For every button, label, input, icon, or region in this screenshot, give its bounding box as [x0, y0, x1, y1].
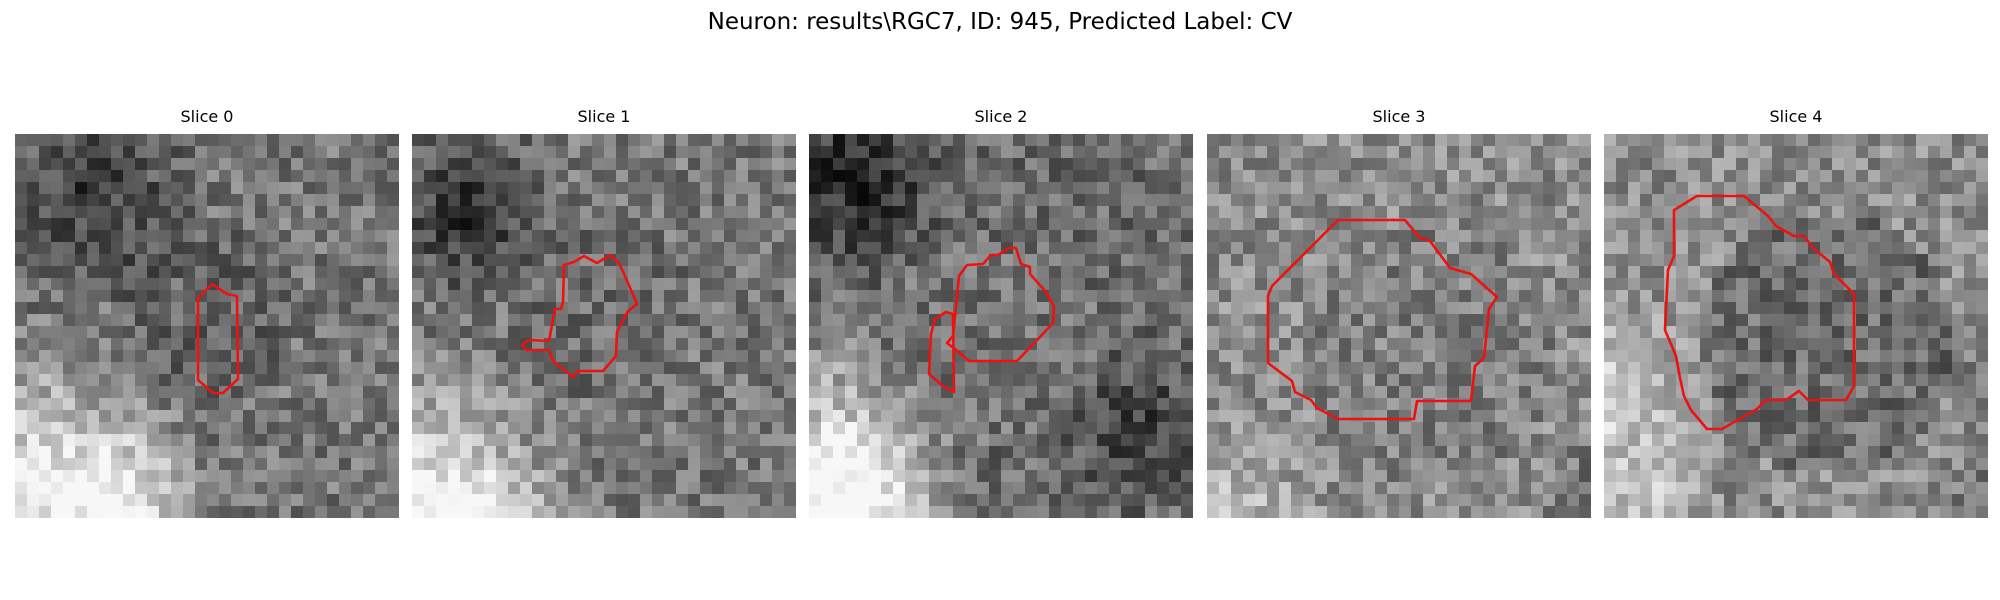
roi-contour: [1266, 218, 1499, 421]
slice-image-3: [1207, 134, 1591, 518]
roi-contour: [1663, 194, 1856, 431]
slice-panel-1: Slice 1: [412, 107, 796, 518]
figure-title: Neuron: results\RGC7, ID: 945, Predicted…: [707, 9, 1293, 35]
pixel-grid: [412, 134, 796, 518]
pixel-grid: [1207, 134, 1591, 518]
roi-contour: [520, 253, 639, 379]
roi-contour: [196, 282, 240, 395]
slice-panel-3: Slice 3: [1207, 107, 1591, 518]
pixel-grid: [15, 134, 399, 518]
slice-image-0: [15, 134, 399, 518]
slice-title: Slice 0: [180, 107, 234, 126]
slice-title: Slice 2: [974, 107, 1028, 126]
slice-panel-4: Slice 4: [1604, 107, 1988, 518]
slice-title: Slice 1: [577, 107, 631, 126]
slice-title: Slice 4: [1769, 107, 1823, 126]
roi-contour: [945, 246, 1056, 363]
slice-panel-2: Slice 2: [809, 107, 1193, 518]
pixel-grid: [1604, 134, 1988, 518]
slice-panel-0: Slice 0: [15, 107, 399, 518]
pixel-grid: [809, 134, 1193, 518]
slice-title: Slice 3: [1372, 107, 1426, 126]
slice-image-1: [412, 134, 796, 518]
slice-image-4: [1604, 134, 1988, 518]
roi-contour-secondary: [927, 310, 956, 394]
slice-image-2: [809, 134, 1193, 518]
